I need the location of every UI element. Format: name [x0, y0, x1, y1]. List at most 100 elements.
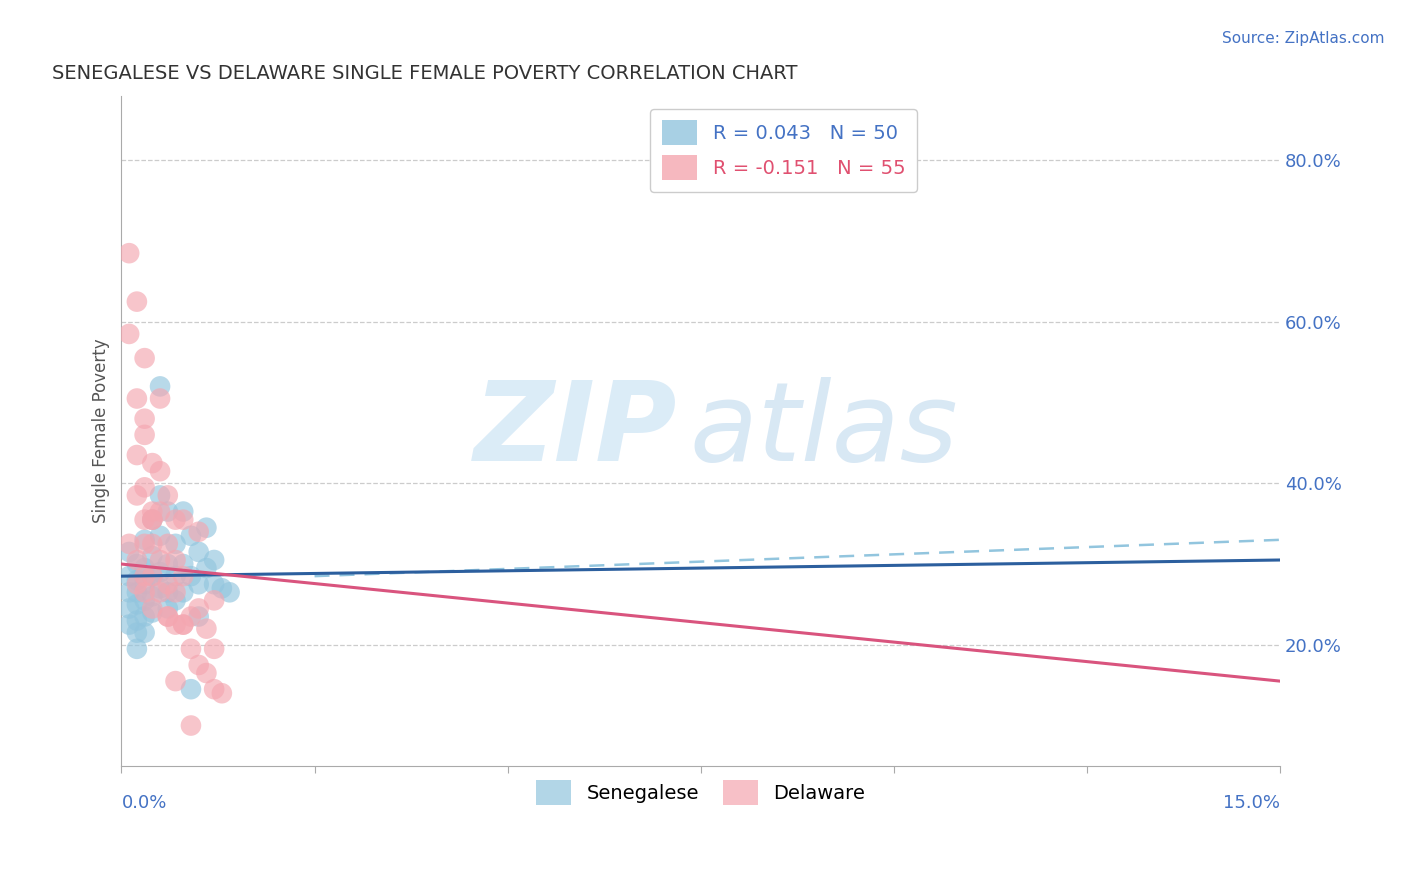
Point [134, 513, 156, 527]
Point [165, 585, 187, 599]
Point [118, 326, 141, 341]
Point [141, 456, 163, 470]
Text: 15.0%: 15.0% [1223, 794, 1279, 812]
Point [165, 617, 187, 632]
Point [125, 614, 148, 628]
Point [187, 609, 209, 624]
Point [172, 513, 194, 527]
Point [125, 448, 148, 462]
Point [187, 524, 209, 539]
Text: atlas: atlas [689, 377, 957, 484]
Point [141, 601, 163, 615]
Point [134, 609, 156, 624]
Point [149, 581, 172, 595]
Point [125, 585, 148, 599]
Point [141, 504, 163, 518]
Point [134, 480, 156, 494]
Point [134, 561, 156, 575]
Point [165, 674, 187, 689]
Point [141, 569, 163, 583]
Point [125, 625, 148, 640]
Point [118, 617, 141, 632]
Point [125, 598, 148, 612]
Text: Source: ZipAtlas.com: Source: ZipAtlas.com [1222, 31, 1385, 46]
Point [149, 464, 172, 478]
Point [149, 504, 172, 518]
Point [156, 488, 179, 502]
Point [125, 573, 148, 587]
Point [134, 569, 156, 583]
Point [118, 585, 141, 599]
Point [156, 585, 179, 599]
Point [180, 529, 202, 543]
Point [156, 601, 179, 615]
Point [195, 666, 218, 681]
Point [156, 557, 179, 571]
Point [141, 513, 163, 527]
Point [125, 577, 148, 591]
Point [141, 590, 163, 604]
Point [149, 553, 172, 567]
Point [141, 549, 163, 563]
Point [195, 521, 218, 535]
Point [218, 585, 240, 599]
Point [202, 553, 225, 567]
Point [141, 569, 163, 583]
Point [172, 504, 194, 518]
Point [149, 565, 172, 579]
Point [149, 529, 172, 543]
Point [195, 561, 218, 575]
Point [202, 682, 225, 697]
Legend: Senegalese, Delaware: Senegalese, Delaware [529, 772, 873, 814]
Point [172, 617, 194, 632]
Point [141, 513, 163, 527]
Point [180, 609, 202, 624]
Point [180, 718, 202, 732]
Point [118, 545, 141, 559]
Point [156, 609, 179, 624]
Point [165, 513, 187, 527]
Point [165, 593, 187, 607]
Y-axis label: Single Female Poverty: Single Female Poverty [93, 338, 110, 523]
Point [149, 488, 172, 502]
Point [134, 537, 156, 551]
Point [118, 246, 141, 260]
Point [187, 577, 209, 591]
Text: ZIP: ZIP [474, 377, 678, 484]
Point [118, 601, 141, 615]
Point [165, 553, 187, 567]
Point [202, 593, 225, 607]
Point [118, 537, 141, 551]
Point [149, 392, 172, 406]
Point [172, 585, 194, 599]
Point [156, 577, 179, 591]
Point [141, 606, 163, 620]
Point [180, 641, 202, 656]
Point [172, 569, 194, 583]
Point [118, 569, 141, 583]
Point [134, 625, 156, 640]
Point [134, 577, 156, 591]
Point [125, 392, 148, 406]
Point [180, 569, 202, 583]
Point [141, 513, 163, 527]
Point [187, 545, 209, 559]
Point [187, 601, 209, 615]
Point [134, 593, 156, 607]
Point [202, 641, 225, 656]
Point [165, 537, 187, 551]
Point [125, 641, 148, 656]
Point [125, 557, 148, 571]
Point [156, 504, 179, 518]
Point [172, 617, 194, 632]
Point [149, 585, 172, 599]
Point [211, 686, 233, 700]
Point [134, 428, 156, 442]
Point [165, 569, 187, 583]
Point [149, 379, 172, 393]
Point [156, 609, 179, 624]
Point [125, 294, 148, 309]
Point [125, 553, 148, 567]
Point [211, 581, 233, 595]
Point [141, 537, 163, 551]
